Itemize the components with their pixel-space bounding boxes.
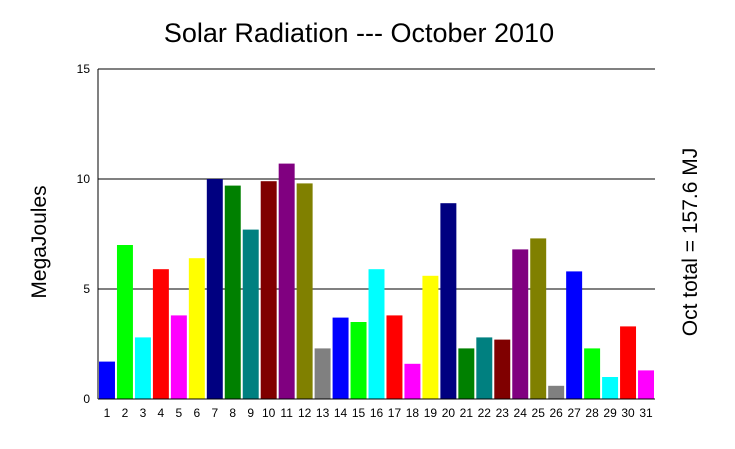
bar-day-30: [620, 326, 637, 399]
bars: [99, 163, 654, 399]
bar-day-31: [638, 370, 654, 399]
bar-day-22: [476, 337, 493, 399]
bar-day-20: [440, 203, 457, 399]
x-tick-label: 9: [247, 406, 254, 420]
x-tick-label: 13: [316, 406, 330, 420]
bar-day-28: [584, 348, 601, 399]
bar-day-15: [350, 322, 367, 399]
bar-day-25: [530, 238, 547, 399]
x-tick-label: 6: [193, 406, 200, 420]
bar-day-18: [404, 363, 421, 399]
y-tick-label: 5: [83, 282, 90, 296]
x-tick-label: 17: [388, 406, 402, 420]
bar-day-16: [368, 269, 385, 399]
bar-day-4: [152, 269, 169, 399]
x-tick-label: 25: [532, 406, 546, 420]
x-tick-label: 28: [585, 406, 599, 420]
x-tick-label: 11: [280, 406, 293, 420]
x-tick-label: 3: [140, 406, 147, 420]
bar-day-3: [134, 337, 151, 399]
x-tick-label: 29: [603, 406, 617, 420]
bar-day-24: [512, 249, 529, 399]
x-tick-label: 2: [122, 406, 129, 420]
x-tick-label: 10: [262, 406, 276, 420]
y-tick-label: 0: [83, 392, 90, 406]
bar-day-27: [566, 271, 583, 399]
bar-day-29: [602, 377, 619, 399]
x-tick-label: 4: [158, 406, 165, 420]
x-tick-label: 8: [229, 406, 236, 420]
chart-title: Solar Radiation --- October 2010: [164, 18, 554, 48]
x-tick-label: 18: [406, 406, 420, 420]
y-tick-label: 15: [77, 62, 91, 76]
x-tick-label: 30: [621, 406, 635, 420]
x-tick-label: 15: [352, 406, 366, 420]
bar-day-9: [242, 229, 259, 399]
bar-day-23: [494, 339, 511, 399]
gridlines: [98, 68, 655, 290]
monthly-total-label: Oct total = 157.6 MJ: [679, 148, 702, 337]
x-tick-label: 19: [424, 406, 438, 420]
bar-day-1: [99, 361, 115, 399]
x-tick-label: 27: [567, 406, 581, 420]
x-tick-label: 7: [211, 406, 218, 420]
x-tick-label: 20: [442, 406, 456, 420]
bar-day-5: [170, 315, 187, 399]
bar-day-13: [314, 348, 331, 399]
x-tick-label: 14: [334, 406, 348, 420]
bar-day-2: [116, 245, 133, 399]
x-tick-label: 24: [514, 406, 528, 420]
bar-day-10: [260, 181, 277, 399]
bar-day-7: [206, 179, 223, 399]
bar-day-12: [296, 183, 313, 399]
x-tick-label: 22: [478, 406, 492, 420]
bar-day-21: [458, 348, 475, 399]
bar-day-19: [422, 275, 439, 399]
bar-day-26: [548, 385, 565, 399]
bar-day-17: [386, 315, 403, 399]
x-tick-label: 12: [298, 406, 312, 420]
bar-day-11: [278, 163, 295, 399]
bar-day-6: [188, 258, 205, 399]
x-tick-label: 26: [550, 406, 564, 420]
x-tick-label: 23: [496, 406, 510, 420]
x-tick-label: 21: [460, 406, 474, 420]
x-tick-label: 16: [370, 406, 384, 420]
y-tick-label: 10: [77, 172, 91, 186]
x-axis-ticks: 1 2 3 4 5 6 7 8 9 10 11 12 13 14 15 16 17 18 19 20 21 22 23 24 2…: [104, 406, 653, 420]
bar-day-14: [332, 317, 349, 399]
y-axis-ticks: 0 5 10 15: [77, 62, 91, 406]
bar-day-8: [224, 185, 241, 399]
x-tick-label: 31: [639, 406, 653, 420]
x-tick-label: 1: [104, 406, 111, 420]
x-tick-label: 5: [176, 406, 183, 420]
y-axis-label: MegaJoules: [28, 185, 51, 298]
